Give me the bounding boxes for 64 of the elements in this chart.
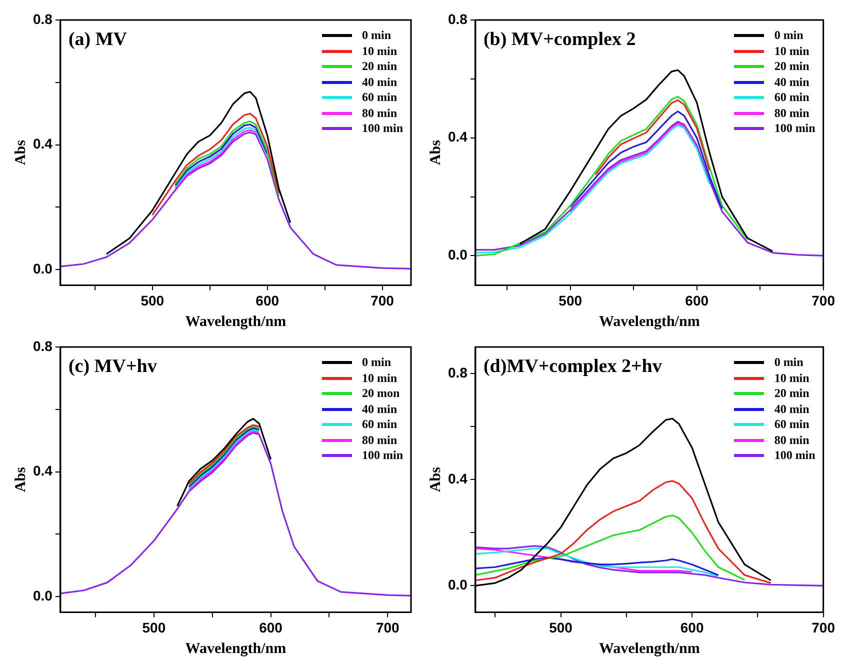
legend-label: 100 min (362, 121, 403, 136)
x-axis-title: Wavelength/nm (598, 314, 700, 330)
x-tick-label: 500 (140, 292, 164, 308)
legend-label: 80 min (362, 106, 397, 121)
y-axis-title: Abs (12, 140, 29, 166)
y-tick-label: 0.4 (448, 470, 468, 486)
legend-label: 40 min (774, 74, 810, 90)
legend-label: 60 min (774, 90, 810, 106)
legend-label: 80 min (774, 432, 810, 448)
legend-label: 20 mon (362, 386, 400, 402)
legend-label: 100 min (774, 448, 816, 464)
legend-label: 10 min (362, 370, 397, 386)
y-tick-label: 0.4 (32, 136, 53, 152)
legend-label: 10 min (362, 44, 397, 59)
y-tick-label: 0.8 (448, 364, 468, 380)
legend-label: 100 min (774, 121, 816, 136)
legend-label: 60 min (774, 417, 810, 432)
legend-label: 10 min (774, 44, 810, 59)
legend-label: 20 min (774, 59, 810, 74)
x-tick-label: 700 (812, 292, 836, 308)
text: (d)MV+complex 2+hv (483, 356, 662, 378)
x-tick-label: 600 (256, 292, 280, 308)
x-tick-label: 600 (685, 292, 709, 308)
y-tick-label: 0.4 (448, 128, 468, 145)
y-axis-title: Abs (428, 466, 444, 492)
x-axis-title: Wavelength/nm (598, 640, 700, 657)
legend-label: 20 min (774, 386, 810, 402)
x-tick-label: 500 (549, 619, 573, 636)
legend-label: 40 min (362, 74, 397, 90)
legend-label: 40 min (774, 402, 810, 417)
y-tick-label: 0.0 (448, 246, 468, 263)
x-tick-label: 700 (376, 619, 400, 636)
legend-label: 100 min (362, 448, 403, 464)
legend-label: 40 min (362, 402, 397, 417)
x-tick-label: 700 (812, 619, 836, 636)
legend-label: 80 min (362, 432, 397, 448)
legend-label: 10 min (774, 370, 810, 386)
x-tick-label: 600 (259, 619, 283, 636)
y-tick-label: 0.0 (448, 576, 468, 593)
legend-label: 80 min (774, 106, 810, 121)
x-tick-label: 500 (558, 292, 582, 308)
y-tick-label: 0.8 (32, 338, 53, 354)
x-axis-title: Wavelength/nm (185, 640, 287, 657)
text: (a) MV (68, 29, 128, 51)
legend-label: 0 min (362, 28, 391, 44)
y-axis-title: Abs (12, 466, 29, 492)
y-tick-label: 0.8 (32, 10, 53, 27)
x-tick-label: 600 (680, 619, 704, 636)
y-tick-label: 0.0 (32, 260, 53, 276)
y-tick-label: 0.4 (32, 462, 53, 479)
text: (c) MV+hv (68, 356, 157, 378)
legend-label: 0 min (774, 355, 804, 370)
legend-label: 60 min (362, 417, 397, 432)
y-axis-title: Abs (428, 140, 444, 166)
y-tick-label: 0.8 (448, 10, 468, 27)
x-tick-label: 500 (142, 619, 166, 636)
legend-label: 20 min (362, 59, 397, 74)
text: (b) MV+complex 2 (483, 29, 636, 51)
x-axis-title: Wavelength/nm (185, 314, 287, 330)
legend-label: 60 min (362, 90, 397, 106)
y-tick-label: 0.0 (32, 587, 53, 604)
legend-label: 0 min (774, 28, 804, 44)
legend-label: 0 min (362, 355, 391, 370)
x-tick-label: 700 (370, 292, 394, 308)
